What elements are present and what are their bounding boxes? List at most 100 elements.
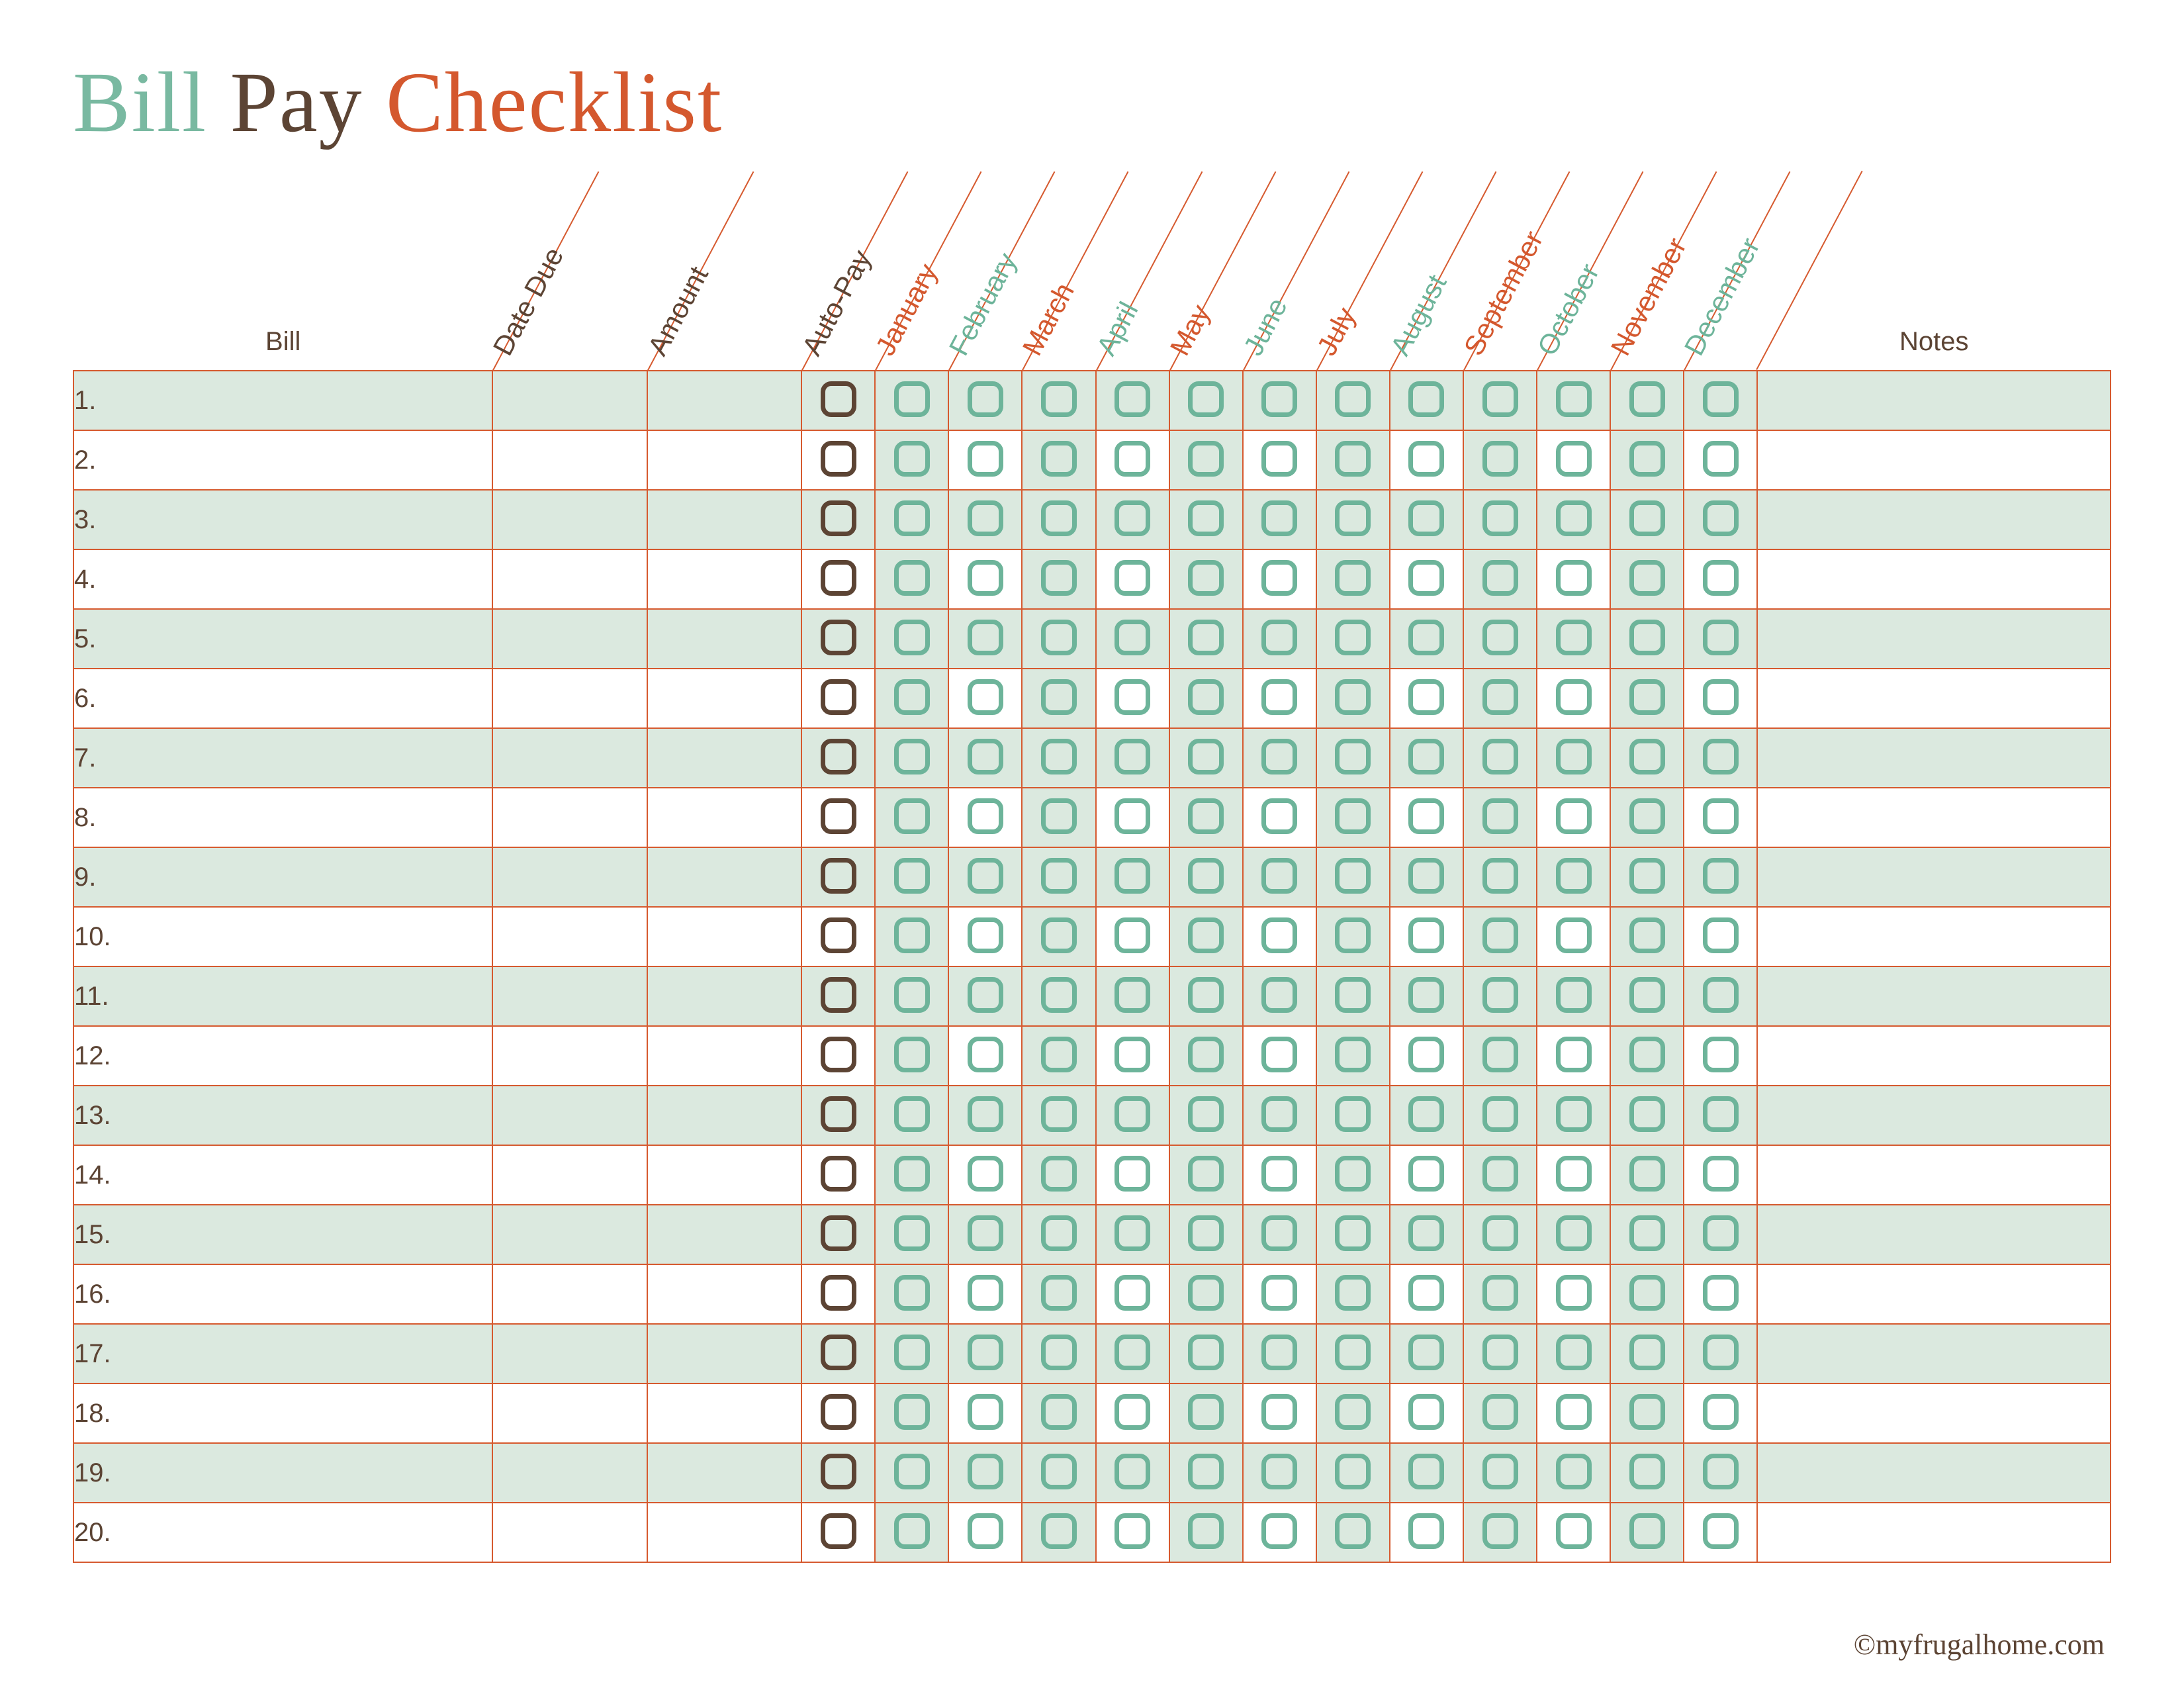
month-checkbox[interactable] [1261,798,1297,834]
date-due-cell[interactable] [492,669,647,728]
date-due-cell[interactable] [492,549,647,609]
month-checkbox[interactable] [1041,1156,1077,1192]
bill-cell[interactable]: 6. [73,669,492,728]
month-checkbox[interactable] [1556,679,1592,715]
month-checkbox[interactable] [1261,1156,1297,1192]
month-checkbox[interactable] [1556,1215,1592,1251]
month-checkbox[interactable] [1703,1335,1739,1370]
month-checkbox[interactable] [1041,1215,1077,1251]
month-checkbox[interactable] [1041,917,1077,953]
amount-cell[interactable] [647,1503,801,1562]
notes-cell[interactable] [1757,490,2111,549]
month-checkbox[interactable] [1115,381,1150,417]
month-checkbox[interactable] [968,441,1003,477]
month-checkbox[interactable] [1408,1335,1444,1370]
month-checkbox[interactable] [894,1513,930,1549]
month-checkbox[interactable] [1482,1275,1518,1311]
month-checkbox[interactable] [1629,977,1665,1013]
autopay-checkbox[interactable] [821,1156,856,1192]
month-checkbox[interactable] [1482,679,1518,715]
month-checkbox[interactable] [1115,620,1150,655]
notes-cell[interactable] [1757,1443,2111,1503]
month-checkbox[interactable] [1261,620,1297,655]
month-checkbox[interactable] [1482,1335,1518,1370]
month-checkbox[interactable] [968,858,1003,894]
month-checkbox[interactable] [1482,1513,1518,1549]
month-checkbox[interactable] [1188,500,1224,536]
month-checkbox[interactable] [1261,1215,1297,1251]
month-checkbox[interactable] [1335,1513,1371,1549]
month-checkbox[interactable] [1041,1454,1077,1489]
date-due-cell[interactable] [492,430,647,490]
notes-cell[interactable] [1757,669,2111,728]
autopay-checkbox[interactable] [821,858,856,894]
month-checkbox[interactable] [1261,1335,1297,1370]
month-checkbox[interactable] [1188,1156,1224,1192]
month-checkbox[interactable] [1482,500,1518,536]
month-checkbox[interactable] [1629,917,1665,953]
month-checkbox[interactable] [1482,1096,1518,1132]
month-checkbox[interactable] [1188,679,1224,715]
month-checkbox[interactable] [1408,560,1444,596]
month-checkbox[interactable] [1482,1215,1518,1251]
amount-cell[interactable] [647,371,801,430]
month-checkbox[interactable] [1261,500,1297,536]
month-checkbox[interactable] [894,977,930,1013]
month-checkbox[interactable] [894,1156,930,1192]
month-checkbox[interactable] [1115,1335,1150,1370]
month-checkbox[interactable] [1041,1513,1077,1549]
month-checkbox[interactable] [1188,977,1224,1013]
month-checkbox[interactable] [1041,620,1077,655]
month-checkbox[interactable] [1703,977,1739,1013]
autopay-checkbox[interactable] [821,381,856,417]
month-checkbox[interactable] [1703,798,1739,834]
month-checkbox[interactable] [1335,1335,1371,1370]
month-checkbox[interactable] [1261,441,1297,477]
notes-cell[interactable] [1757,1205,2111,1264]
autopay-checkbox[interactable] [821,977,856,1013]
month-checkbox[interactable] [1629,1215,1665,1251]
notes-cell[interactable] [1757,728,2111,788]
notes-cell[interactable] [1757,847,2111,907]
month-checkbox[interactable] [894,620,930,655]
month-checkbox[interactable] [968,679,1003,715]
month-checkbox[interactable] [1115,798,1150,834]
bill-cell[interactable]: 5. [73,609,492,669]
month-checkbox[interactable] [1408,1156,1444,1192]
month-checkbox[interactable] [1703,858,1739,894]
date-due-cell[interactable] [492,1383,647,1443]
month-checkbox[interactable] [1335,858,1371,894]
bill-cell[interactable]: 2. [73,430,492,490]
amount-cell[interactable] [647,669,801,728]
month-checkbox[interactable] [1556,560,1592,596]
month-checkbox[interactable] [1041,560,1077,596]
month-checkbox[interactable] [894,679,930,715]
month-checkbox[interactable] [1188,1454,1224,1489]
month-checkbox[interactable] [1482,977,1518,1013]
month-checkbox[interactable] [894,1037,930,1072]
date-due-cell[interactable] [492,609,647,669]
notes-cell[interactable] [1757,1383,2111,1443]
month-checkbox[interactable] [1335,917,1371,953]
month-checkbox[interactable] [1556,620,1592,655]
month-checkbox[interactable] [1188,1096,1224,1132]
date-due-cell[interactable] [492,788,647,847]
bill-cell[interactable]: 10. [73,907,492,966]
amount-cell[interactable] [647,1145,801,1205]
autopay-checkbox[interactable] [821,441,856,477]
month-checkbox[interactable] [1335,977,1371,1013]
month-checkbox[interactable] [1408,739,1444,774]
month-checkbox[interactable] [894,560,930,596]
month-checkbox[interactable] [1556,1454,1592,1489]
month-checkbox[interactable] [1408,798,1444,834]
month-checkbox[interactable] [1335,560,1371,596]
month-checkbox[interactable] [894,1394,930,1430]
month-checkbox[interactable] [1408,1454,1444,1489]
bill-cell[interactable]: 8. [73,788,492,847]
notes-cell[interactable] [1757,371,2111,430]
month-checkbox[interactable] [1115,977,1150,1013]
amount-cell[interactable] [647,1086,801,1145]
month-checkbox[interactable] [1703,620,1739,655]
month-checkbox[interactable] [1482,441,1518,477]
month-checkbox[interactable] [1115,441,1150,477]
